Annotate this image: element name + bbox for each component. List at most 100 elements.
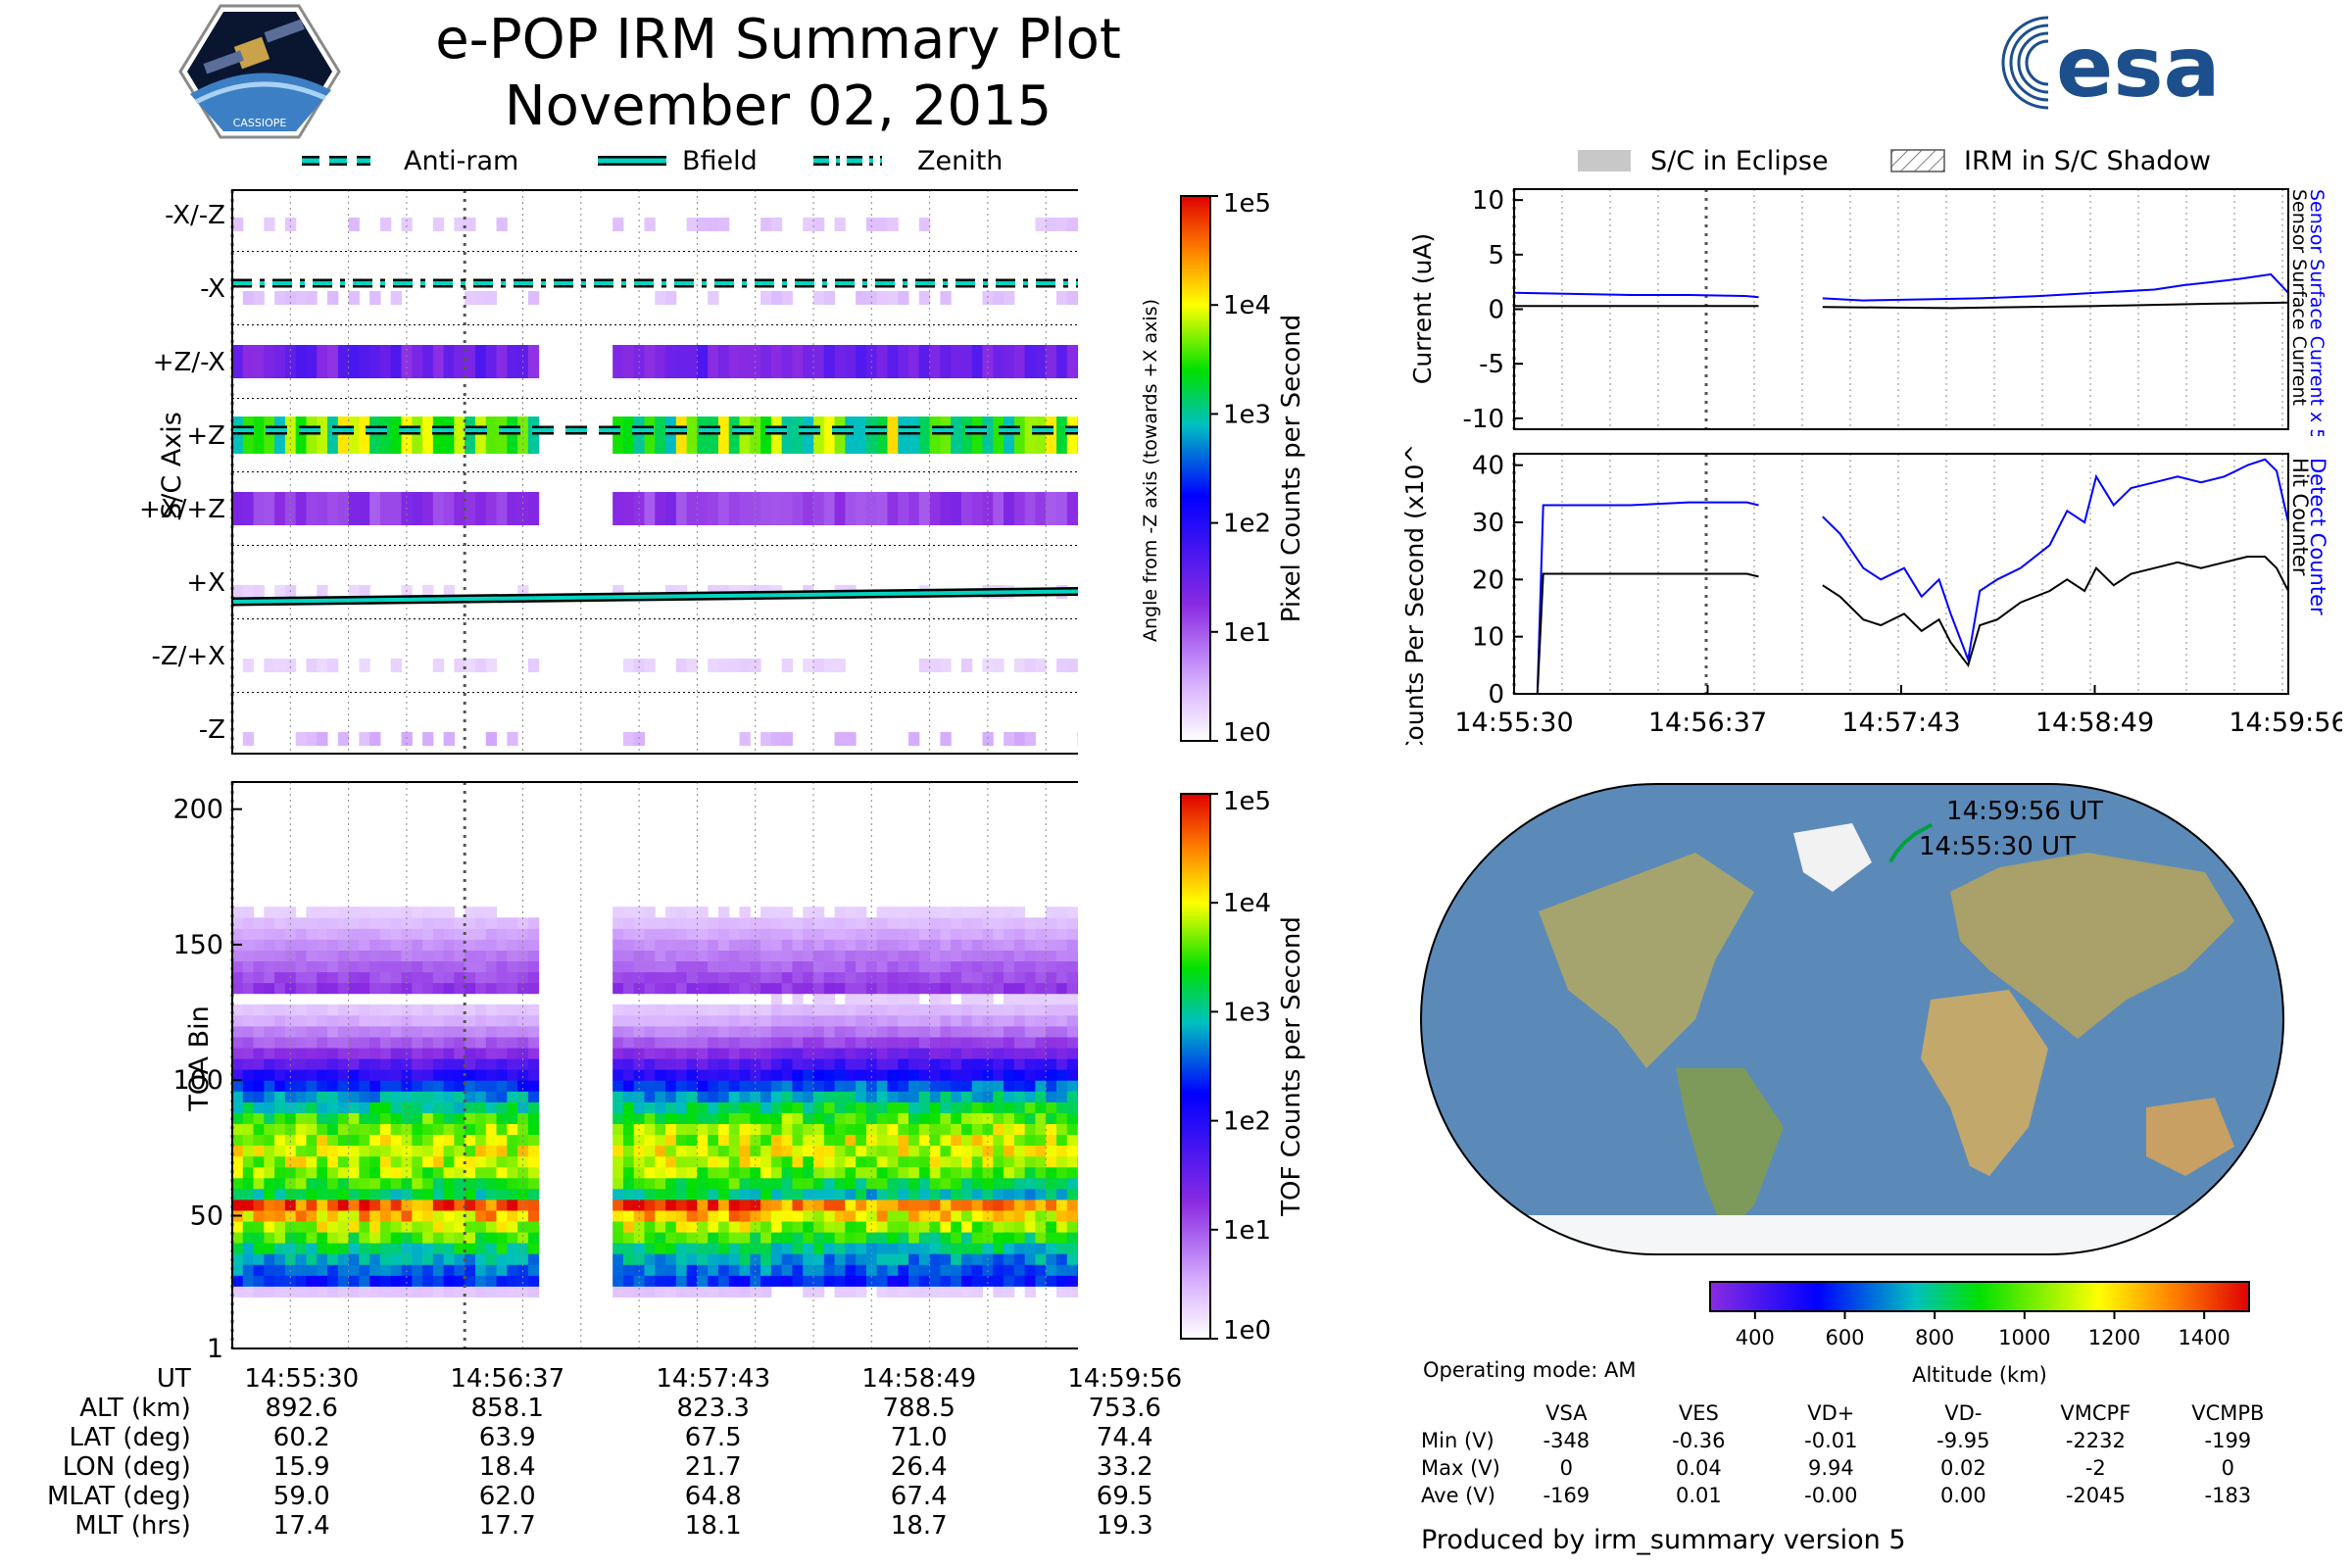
toa-heat-cell — [665, 1209, 677, 1222]
sc-heat-cell — [284, 218, 297, 231]
toa-heat-cell — [1035, 1275, 1047, 1287]
toa-heat-cell — [834, 1091, 846, 1102]
toa-heat-cell — [908, 928, 920, 940]
toa-heat-cell — [655, 1036, 666, 1049]
toa-heat-cell — [379, 1102, 392, 1113]
toa-heat-cell — [432, 1177, 445, 1190]
toa-heat-cell — [612, 1058, 624, 1070]
toa-heat-cell — [697, 1188, 709, 1200]
toa-heat-cell — [432, 1243, 445, 1254]
toa-heat-cell — [781, 971, 793, 984]
toa-heat-cell — [232, 1243, 244, 1254]
sc-heat-cell — [359, 585, 370, 599]
toa-heat-cell — [496, 1004, 508, 1016]
toa-heat-cell — [792, 917, 804, 929]
toa-heat-cell — [379, 1123, 392, 1136]
toa-heat-cell — [359, 906, 370, 918]
toa-heat-cell — [960, 1199, 973, 1211]
toa-heat-cell — [422, 1166, 434, 1179]
toa-heat-cell — [337, 1275, 350, 1287]
toa-heat-cell — [422, 1275, 434, 1287]
toa-heat-cell — [1013, 1134, 1026, 1147]
sc-heat-cell — [876, 291, 888, 305]
toa-heat-cell — [432, 1155, 445, 1168]
toa-heat-cell — [697, 1145, 709, 1157]
toa-heat-cell — [665, 1112, 677, 1124]
toa-heat-cell — [845, 1080, 857, 1092]
track-end-label: 14:59:56 UT — [1946, 797, 2103, 826]
toa-heat-cell — [443, 1014, 455, 1027]
sc-heat-cell — [665, 416, 677, 454]
toa-heat-cell — [274, 960, 286, 973]
toa-heat-cell — [675, 960, 688, 973]
toa-heat-cell — [295, 1004, 307, 1016]
toa-heat-cell — [1055, 1166, 1068, 1179]
toa-heat-cell — [264, 1177, 275, 1190]
toa-heat-cell — [264, 1048, 275, 1059]
colorbar-tick-label: 1e1 — [1223, 1216, 1271, 1246]
toa-heat-cell — [527, 1091, 540, 1102]
toa-heat-cell — [739, 1048, 751, 1059]
toa-heat-cell — [390, 982, 403, 995]
sc-heat-cell — [1035, 416, 1047, 454]
toa-heat-cell — [465, 1188, 476, 1200]
toa-heat-cell — [686, 1145, 698, 1157]
toa-heat-cell — [379, 1166, 392, 1179]
toa-heat-cell — [317, 1275, 328, 1287]
sc-heat-cell — [454, 218, 466, 231]
toa-heat-cell — [781, 1102, 793, 1113]
toa-heat-cell — [940, 1025, 952, 1038]
toa-heat-cell — [412, 1134, 423, 1147]
sc-heat-cell — [1035, 659, 1047, 672]
toa-heat-cell — [317, 928, 328, 940]
sc-heat-cell — [412, 492, 423, 525]
toa-heat-cell — [675, 1102, 688, 1113]
toa-heat-cell — [717, 1286, 730, 1298]
toa-heat-cell — [242, 1048, 255, 1059]
toa-heat-cell — [337, 1123, 350, 1136]
toa-heat-cell — [274, 1166, 286, 1179]
toa-heat-cell — [856, 1166, 867, 1179]
toa-heat-cell — [1035, 1069, 1047, 1081]
toa-heat-cell — [929, 982, 941, 995]
toa-heat-cell — [960, 1243, 973, 1254]
toa-heat-cell — [918, 1112, 931, 1124]
toa-heat-cell — [348, 1264, 360, 1276]
sc-heat-cell — [675, 345, 688, 378]
toa-heat-cell — [665, 1155, 677, 1168]
toa-heat-cell — [422, 1243, 434, 1254]
toa-heat-cell — [876, 1069, 888, 1081]
ephemeris-value: 892.6 — [265, 1394, 338, 1423]
toa-heat-cell — [697, 1036, 709, 1049]
toa-heat-cell — [993, 1004, 1004, 1016]
toa-heat-cell — [284, 1232, 297, 1244]
toa-heat-cell — [644, 950, 656, 962]
toa-heat-cell — [781, 917, 793, 929]
toa-heat-cell — [1046, 971, 1057, 984]
toa-heat-cell — [622, 1036, 635, 1049]
toa-heat-cell — [887, 1253, 899, 1265]
toa-heat-cell — [612, 1080, 624, 1092]
toa-heat-cell — [622, 939, 635, 951]
sc-heat-cell — [390, 345, 403, 378]
toa-heat-cell — [940, 917, 952, 929]
toa-heat-cell — [422, 1199, 434, 1211]
toa-heat-cell — [1066, 1102, 1078, 1113]
toa-heat-cell — [348, 1058, 360, 1070]
toa-heat-cell — [507, 1080, 518, 1092]
toa-heat-cell — [760, 1209, 772, 1222]
counts-right-label-blue: Detect Counter — [2306, 458, 2329, 615]
sc-heat-cell — [465, 218, 476, 231]
toa-heat-cell — [717, 1243, 730, 1254]
toa-heat-cell — [507, 1155, 518, 1168]
toa-heat-cell — [337, 1155, 350, 1168]
sc-heat-cell — [770, 732, 783, 746]
sc-heat-cell — [717, 345, 730, 378]
toa-heat-cell — [728, 1036, 741, 1049]
toa-heat-cell — [813, 1253, 825, 1265]
toa-heat-cell — [264, 939, 275, 951]
toa-heat-cell — [675, 1232, 688, 1244]
toa-heat-cell — [517, 1166, 529, 1179]
toa-heat-cell — [644, 917, 656, 929]
sc-heat-cell — [507, 416, 518, 454]
